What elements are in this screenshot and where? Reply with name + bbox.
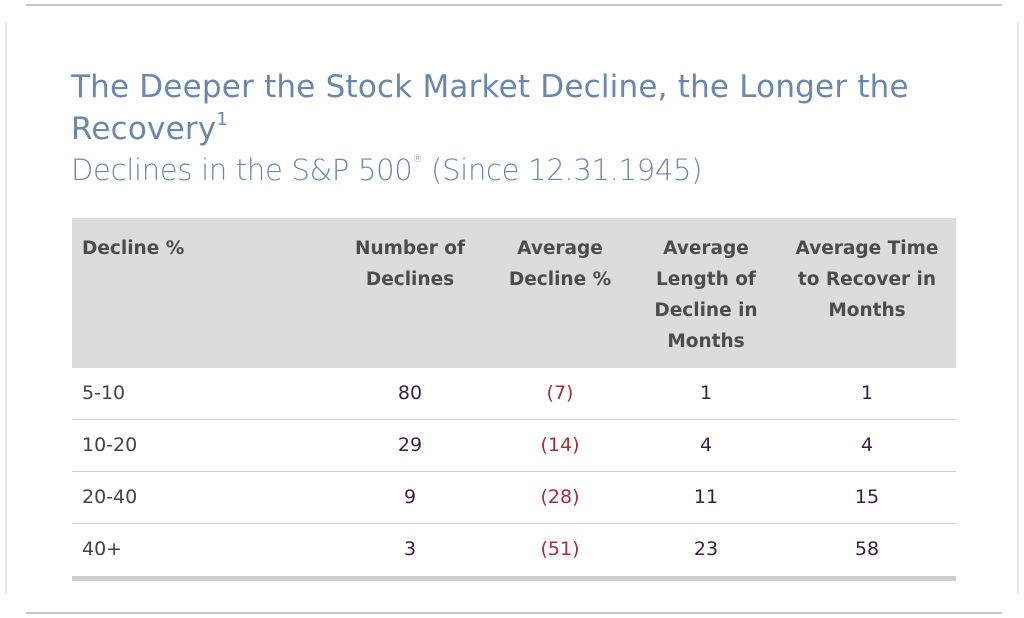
- cell-number-of-declines: 80: [397, 382, 423, 404]
- left-border: [5, 22, 7, 594]
- cell-time-to-recover: 15: [854, 486, 880, 508]
- cell-average-decline: (51): [540, 538, 580, 560]
- cell-time-to-recover: 4: [860, 434, 874, 456]
- header-average-length: Average Length of Decline in Months: [654, 238, 758, 352]
- cell-decline-range: 5-10: [82, 382, 126, 404]
- cell-time-to-recover: 58: [854, 538, 880, 560]
- chart-subtitle: Declines in the S&P 500® (Since 12.31.19…: [71, 150, 971, 190]
- header-average-time-to-recover: Average Time to Recover in Months: [795, 238, 939, 321]
- cell-number-of-declines: 3: [403, 538, 417, 560]
- header-number-of-declines: Number of Declines: [354, 238, 466, 290]
- header-average-decline-pct: Average Decline %: [508, 238, 612, 290]
- subtitle-text-after: (Since 12.31.1945): [422, 153, 703, 187]
- cell-time-to-recover: 1: [860, 382, 874, 404]
- cell-average-length: 23: [693, 538, 719, 560]
- cell-number-of-declines: 29: [397, 434, 423, 456]
- table-row: 10-20 29 (14) 4 4: [72, 420, 956, 472]
- cell-decline-range: 20-40: [82, 486, 138, 508]
- top-divider: [26, 4, 1002, 6]
- footnote-marker: 1: [216, 109, 228, 130]
- table-row: 5-10 80 (7) 1 1: [72, 368, 956, 420]
- table-bottom-rule: [72, 576, 956, 581]
- bottom-divider: [26, 612, 1002, 614]
- table-row: 40+ 3 (51) 23 58: [72, 524, 956, 576]
- cell-average-decline: (28): [540, 486, 580, 508]
- chart-title: The Deeper the Stock Market Decline, the…: [71, 66, 971, 150]
- cell-average-decline: (7): [546, 382, 574, 404]
- right-border: [1017, 22, 1019, 594]
- cell-average-decline: (14): [540, 434, 580, 456]
- cell-average-length: 11: [693, 486, 719, 508]
- chart-title-text: The Deeper the Stock Market Decline, the…: [71, 69, 909, 147]
- declines-table: Decline % Number of Declines Average Dec…: [72, 218, 956, 581]
- cell-decline-range: 10-20: [82, 434, 138, 456]
- subtitle-text-before: Declines in the S&P 500: [71, 153, 413, 187]
- registered-mark: ®: [412, 154, 423, 165]
- cell-average-length: 4: [699, 434, 713, 456]
- cell-average-length: 1: [699, 382, 713, 404]
- cell-decline-range: 40+: [82, 538, 123, 560]
- title-block: The Deeper the Stock Market Decline, the…: [71, 66, 971, 190]
- table-row: 20-40 9 (28) 11 15: [72, 472, 956, 524]
- cell-number-of-declines: 9: [403, 486, 417, 508]
- table-header: Decline % Number of Declines Average Dec…: [72, 218, 956, 368]
- header-decline-pct: Decline %: [82, 238, 185, 259]
